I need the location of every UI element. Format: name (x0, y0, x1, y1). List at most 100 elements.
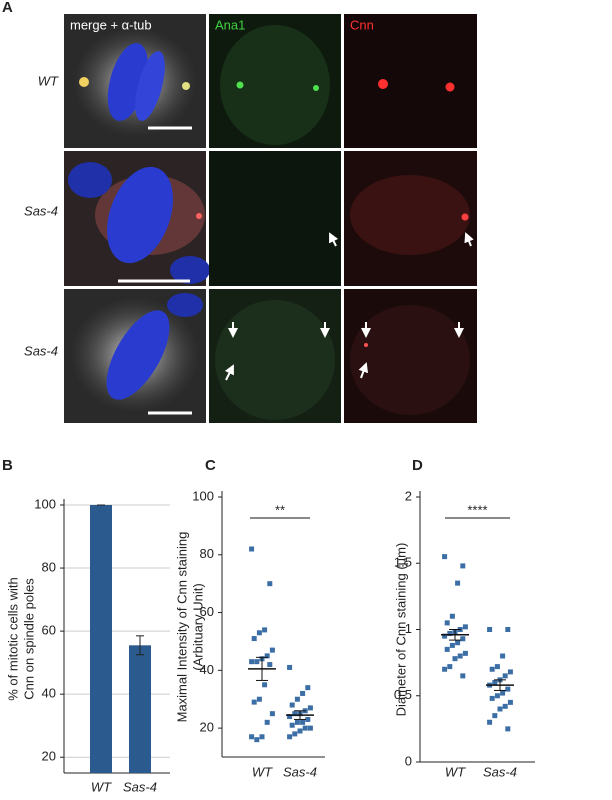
y-tick-label: 0 (405, 753, 412, 768)
x-tick-label: Sas-4 (123, 779, 157, 794)
y-tick-label: 80 (200, 546, 214, 561)
y-axis-label: (Arbituary Unit) (190, 583, 205, 670)
data-point (249, 734, 255, 740)
y-tick-label: 100 (34, 496, 56, 511)
data-point (307, 705, 313, 711)
y-tick-label: 2 (405, 488, 412, 503)
x-tick-label: Sas-4 (283, 764, 317, 779)
data-point (452, 656, 458, 662)
data-point (460, 636, 466, 642)
panel-label: B (2, 457, 13, 474)
data-point (307, 725, 313, 731)
data-point (497, 706, 503, 712)
y-tick-label: 40 (42, 686, 56, 701)
bar (90, 505, 112, 773)
data-point (267, 581, 273, 587)
data-point (505, 627, 511, 632)
y-axis-label: % of mitotic cells with (5, 577, 20, 701)
significance: **** (467, 502, 487, 517)
data-point (444, 646, 450, 652)
x-tick-label: Sas-4 (483, 764, 517, 779)
data-point (287, 714, 293, 720)
data-point (507, 669, 513, 675)
data-point (489, 695, 495, 701)
data-point (505, 686, 511, 692)
data-point (442, 633, 448, 639)
y-tick-label: 1.5 (394, 555, 412, 570)
panel-label: A (2, 0, 13, 16)
data-point (251, 636, 257, 642)
significance: ** (275, 502, 285, 517)
data-point (254, 659, 260, 665)
data-point (447, 630, 453, 636)
x-tick-label: WT (445, 764, 466, 779)
data-point (462, 624, 468, 630)
data-point (505, 726, 511, 732)
data-point (462, 650, 468, 656)
data-point (300, 719, 306, 725)
y-tick-label: 60 (200, 604, 214, 619)
data-point (249, 546, 255, 552)
data-point (259, 734, 265, 740)
data-point (294, 719, 300, 725)
micrograph (64, 151, 477, 286)
data-point (254, 737, 260, 743)
data-point (289, 722, 295, 728)
bar (129, 645, 151, 773)
y-tick-label: 1 (405, 621, 412, 636)
data-point (442, 666, 448, 672)
data-point (455, 640, 461, 646)
data-point (249, 659, 255, 665)
column-title: Cnn (350, 18, 374, 33)
y-tick-label: 80 (42, 559, 56, 574)
data-point (502, 673, 508, 679)
data-point (269, 647, 275, 653)
data-point (489, 666, 495, 672)
data-point (494, 693, 500, 699)
column-title: Ana1 (215, 18, 245, 33)
data-point (487, 719, 493, 725)
data-point (287, 664, 293, 670)
micrograph (64, 14, 477, 148)
data-point (292, 711, 298, 717)
row-label: WT (38, 73, 59, 88)
x-tick-label: WT (91, 779, 112, 794)
y-axis-label: Maximal Intensity of Cnn staining (174, 532, 189, 723)
y-tick-label: 0.5 (394, 687, 412, 702)
data-point (264, 653, 270, 659)
data-point (507, 699, 513, 705)
data-point (256, 630, 262, 636)
data-point (449, 613, 455, 619)
data-point (305, 685, 311, 691)
panel-label: C (205, 457, 216, 474)
data-point (262, 627, 268, 633)
data-point (492, 680, 498, 685)
data-point (297, 728, 303, 734)
data-point (442, 554, 448, 560)
data-point (455, 580, 461, 586)
data-point (444, 620, 450, 626)
y-axis-label: Cnn on spindle poles (21, 578, 36, 700)
data-point (294, 696, 300, 702)
row-label: Sas-4 (24, 203, 58, 218)
data-point (292, 731, 298, 737)
data-point (269, 711, 275, 717)
data-point (289, 702, 295, 708)
data-point (262, 682, 268, 688)
data-point (264, 719, 270, 725)
panel-label: D (412, 457, 423, 474)
data-point (502, 703, 508, 709)
data-point (449, 642, 455, 648)
column-title: merge + α-tub (70, 18, 152, 33)
data-point (457, 653, 463, 659)
data-point (305, 716, 311, 722)
micrograph (64, 289, 477, 423)
y-tick-label: 20 (42, 749, 56, 764)
data-point (487, 627, 493, 632)
row-label: Sas-4 (24, 343, 58, 358)
data-point (267, 662, 273, 668)
y-tick-label: 60 (42, 623, 56, 638)
data-point (287, 734, 293, 740)
data-point (460, 673, 466, 679)
